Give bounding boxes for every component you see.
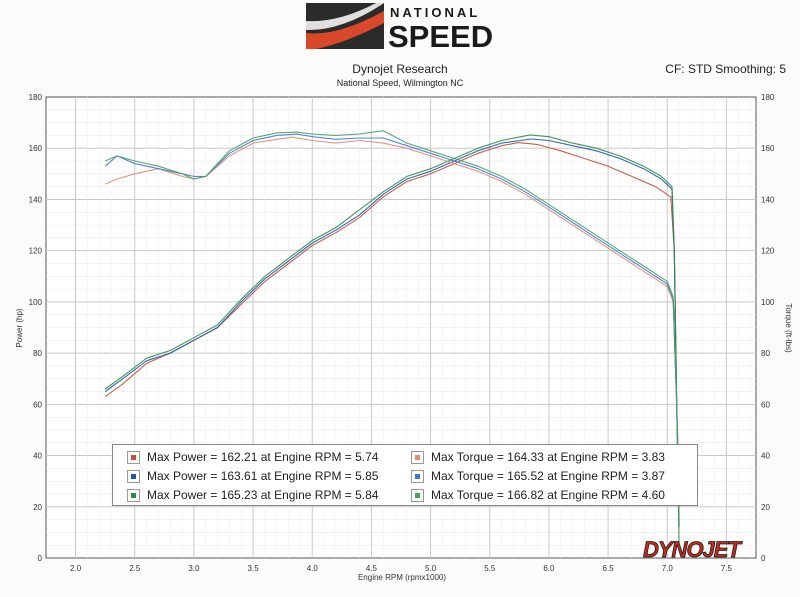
y-tick-left: 40 [33, 452, 42, 461]
legend-power-column: Max Power = 162.21 at Engine RPM = 5.74 … [127, 448, 378, 505]
legend-torque-column: Max Torque = 164.33 at Engine RPM = 3.83… [411, 448, 665, 505]
legend-swatch-fill [131, 493, 136, 498]
y-tick-left: 80 [33, 349, 42, 358]
correction-settings: CF: STD Smoothing: 5 [665, 62, 786, 76]
chart-subtitle: National Speed, Wilmington NC [336, 78, 464, 88]
x-tick: 3.5 [248, 564, 260, 573]
legend-swatch-fill [415, 474, 420, 479]
y-tick-right: 0 [761, 554, 766, 563]
torque-curve-3 [104, 130, 680, 520]
legend-item: Max Power = 163.61 at Engine RPM = 5.85 [127, 467, 378, 486]
x-tick: 4.5 [366, 564, 378, 573]
legend-item: Max Torque = 165.52 at Engine RPM = 3.87 [411, 467, 665, 486]
x-tick: 5.5 [484, 564, 496, 573]
y-tick-right: 100 [761, 298, 775, 307]
legend-label: Max Torque = 164.33 at Engine RPM = 3.83 [431, 450, 665, 464]
torque-curve-2 [104, 133, 680, 507]
y-axis-left-label: Power (hp) [15, 308, 24, 347]
y-tick-left: 120 [29, 247, 43, 256]
x-tick: 6.5 [603, 564, 615, 573]
legend-swatch [411, 470, 424, 483]
x-tick: 7.0 [662, 564, 674, 573]
y-tick-left: 140 [29, 195, 43, 204]
legend-swatch-fill [131, 474, 136, 479]
legend-item: Max Torque = 164.33 at Engine RPM = 3.83 [411, 448, 665, 467]
x-axis-label: Engine RPM (rpmx1000) [358, 573, 446, 582]
tick-layer: 0 0 20 20 40 40 60 60 80 80 100 100 120 120 140 140 160 1… [29, 93, 775, 573]
legend-swatch [127, 451, 140, 464]
svg-text:NATIONAL: NATIONAL [390, 5, 480, 20]
legend-label: Max Torque = 165.52 at Engine RPM = 3.87 [431, 469, 665, 483]
y-tick-left: 100 [29, 298, 43, 307]
legend-swatch-fill [131, 455, 136, 460]
y-tick-left: 0 [38, 554, 43, 563]
legend-swatch-fill [415, 455, 420, 460]
svg-text:SPEED: SPEED [388, 19, 493, 49]
y-tick-right: 80 [761, 349, 770, 358]
legend-item: Max Power = 165.23 at Engine RPM = 5.84 [127, 486, 378, 505]
x-tick: 5.0 [425, 564, 437, 573]
y-axis-right-label: Torque (ft-lbs) [784, 303, 793, 353]
legend-item: Max Power = 162.21 at Engine RPM = 5.74 [127, 448, 378, 467]
power-curve-3 [104, 134, 680, 546]
x-tick: 7.5 [721, 564, 733, 573]
national-speed-logo: NATIONAL SPEED [306, 3, 493, 49]
y-tick-left: 160 [29, 144, 43, 153]
power-curve-2 [104, 138, 680, 528]
legend-label: Max Power = 165.23 at Engine RPM = 5.84 [147, 488, 379, 502]
legend-swatch [127, 470, 140, 483]
dynojet-logo: DYNOJET [643, 537, 744, 561]
legend-item: Max Torque = 166.82 at Engine RPM = 4.60 [411, 486, 665, 505]
y-tick-right: 40 [761, 452, 770, 461]
legend-label: Max Power = 163.61 at Engine RPM = 5.85 [147, 469, 379, 483]
series-layer [104, 130, 680, 546]
y-tick-right: 60 [761, 400, 770, 409]
x-tick: 4.0 [307, 564, 319, 573]
legend-label: Max Torque = 166.82 at Engine RPM = 4.60 [431, 488, 665, 502]
legend-swatch-fill [415, 493, 420, 498]
x-tick: 2.5 [129, 564, 141, 573]
y-tick-left: 60 [33, 400, 42, 409]
legend-swatch [411, 451, 424, 464]
legend-swatch [127, 489, 140, 502]
y-tick-right: 20 [761, 503, 770, 512]
x-tick: 6.0 [543, 564, 555, 573]
y-tick-right: 180 [761, 93, 775, 102]
svg-text:DYNOJET: DYNOJET [643, 537, 742, 561]
chart-title: Dynojet Research [352, 62, 448, 76]
legend-label: Max Power = 162.21 at Engine RPM = 5.74 [147, 450, 379, 464]
legend: Max Power = 162.21 at Engine RPM = 5.74 … [112, 444, 698, 506]
y-tick-left: 180 [29, 93, 43, 102]
y-tick-left: 20 [33, 503, 42, 512]
y-tick-right: 140 [761, 195, 775, 204]
x-tick: 2.0 [70, 564, 82, 573]
y-tick-right: 160 [761, 144, 775, 153]
x-tick: 3.0 [188, 564, 200, 573]
y-tick-right: 120 [761, 247, 775, 256]
legend-swatch [411, 489, 424, 502]
